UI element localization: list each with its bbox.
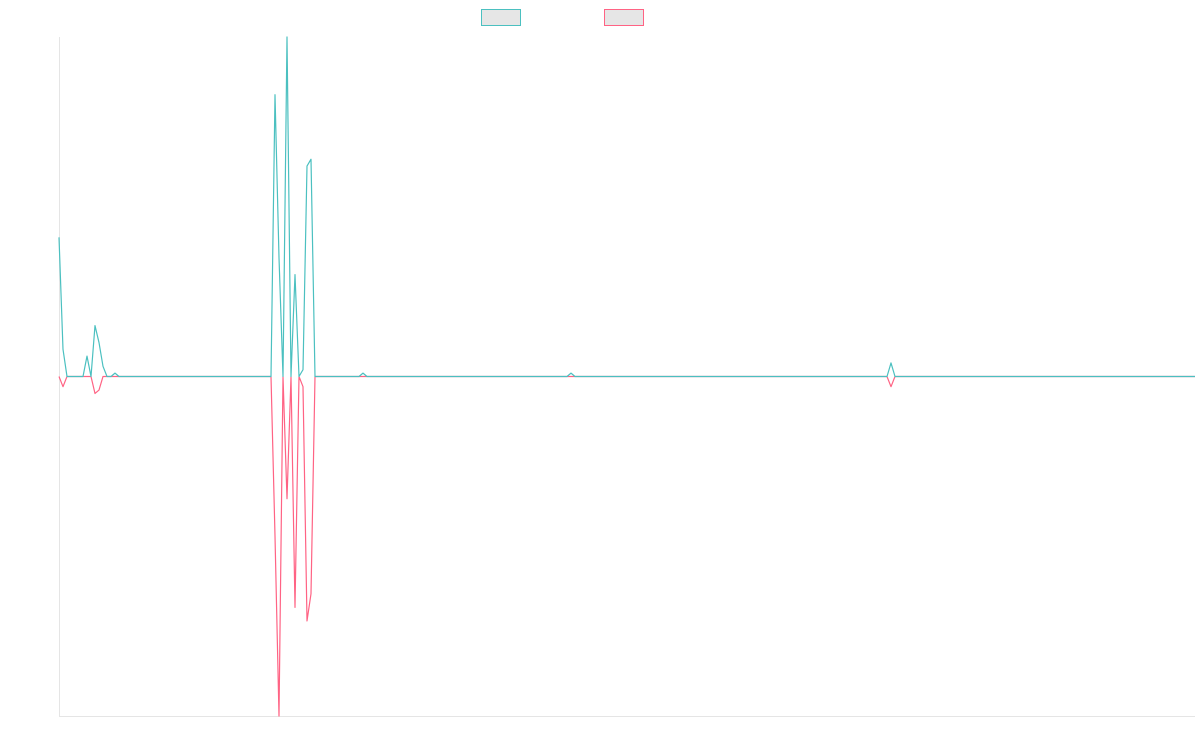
series-line [58, 375, 1195, 717]
series-line [58, 36, 1195, 378]
legend-swatch [481, 9, 521, 26]
legend-swatch [604, 9, 644, 26]
